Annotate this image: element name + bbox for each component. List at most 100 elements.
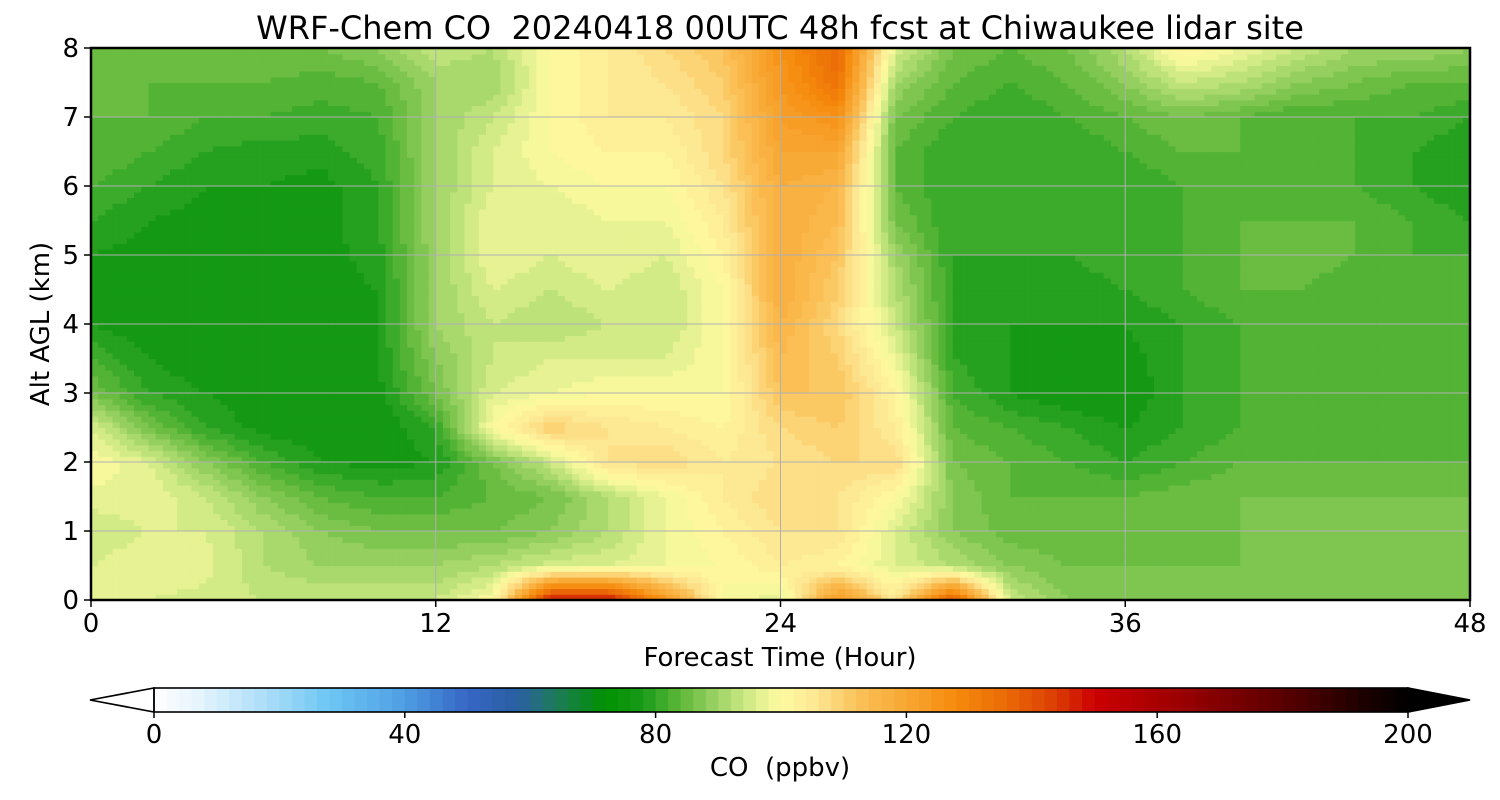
field-cell	[1319, 548, 1327, 555]
field-cell	[105, 525, 114, 532]
field-cell	[1297, 565, 1306, 572]
field-cell	[1039, 536, 1047, 544]
field-cell	[636, 473, 645, 480]
field-cell	[723, 554, 731, 561]
field-cell	[1412, 462, 1421, 469]
field-cell	[543, 490, 552, 498]
field-cell	[457, 456, 466, 463]
field-cell	[220, 554, 229, 561]
field-cell	[328, 519, 336, 526]
field-cell	[241, 554, 250, 561]
field-cell	[938, 594, 947, 601]
field-cell	[1405, 450, 1414, 457]
field-cell	[421, 577, 430, 584]
field-cell	[284, 554, 293, 561]
field-cell	[543, 531, 552, 538]
field-cell	[866, 525, 875, 532]
field-cell	[859, 473, 868, 480]
field-cell	[622, 485, 631, 492]
field-cell	[572, 479, 580, 486]
field-cell	[1189, 450, 1198, 457]
field-cell	[1204, 513, 1213, 521]
field-cell	[701, 525, 710, 532]
field-cell	[1182, 548, 1191, 555]
field-cell	[249, 456, 257, 463]
field-cell	[543, 577, 552, 584]
field-cell	[1067, 548, 1076, 555]
field-cell	[478, 479, 487, 486]
field-cell	[1398, 467, 1406, 475]
field-cell	[974, 467, 983, 475]
field-cell	[830, 502, 839, 509]
field-cell	[98, 565, 106, 572]
field-cell	[478, 508, 487, 515]
field-cell	[450, 559, 458, 567]
field-cell	[1376, 577, 1385, 584]
field-cell	[737, 485, 746, 492]
field-cell	[162, 462, 171, 469]
field-cell	[888, 525, 897, 532]
field-cell	[837, 479, 846, 486]
field-cell	[435, 588, 444, 595]
field-cell	[924, 577, 932, 584]
field-cell	[1326, 571, 1335, 578]
field-cell	[1297, 594, 1306, 601]
field-cell	[1426, 508, 1435, 515]
field-cell	[1031, 467, 1040, 475]
field-cell	[1046, 582, 1055, 590]
field-cell	[916, 519, 925, 526]
field-cell	[715, 594, 724, 601]
field-cell	[277, 588, 286, 595]
field-cell	[1197, 473, 1205, 480]
field-cell	[773, 479, 782, 486]
field-cell	[902, 479, 911, 486]
field-cell	[787, 571, 796, 578]
field-cell	[277, 450, 286, 457]
field-cell	[1434, 588, 1442, 595]
field-cell	[399, 554, 408, 561]
field-cell	[794, 536, 803, 544]
field-cell	[615, 473, 624, 480]
field-cell	[715, 554, 724, 561]
field-cell	[478, 467, 487, 475]
field-cell	[500, 548, 509, 555]
field-cell	[701, 479, 710, 486]
field-cell	[191, 496, 200, 503]
field-cell	[1211, 513, 1220, 521]
field-cell	[1060, 513, 1069, 521]
field-cell	[1017, 559, 1026, 567]
field-cell	[952, 542, 961, 549]
field-cell	[1333, 594, 1342, 601]
field-cell	[600, 571, 609, 578]
field-cell	[1333, 542, 1342, 549]
field-cell	[198, 502, 207, 509]
field-cell	[493, 531, 501, 538]
field-cell	[830, 467, 839, 475]
field-cell	[1297, 467, 1306, 475]
field-cell	[881, 588, 889, 595]
field-cell	[1455, 548, 1464, 555]
field-cell	[579, 559, 588, 567]
field-cell	[1046, 588, 1055, 595]
field-cell	[1053, 479, 1062, 486]
field-cell	[572, 502, 580, 509]
field-cell	[715, 519, 724, 526]
field-cell	[1118, 531, 1126, 538]
field-cell	[1412, 577, 1421, 584]
field-cell	[1369, 548, 1378, 555]
field-cell	[500, 525, 509, 532]
field-cell	[1362, 554, 1371, 561]
field-cell	[751, 548, 760, 555]
field-cell	[995, 502, 1004, 509]
field-cell	[1218, 479, 1227, 486]
field-cell	[557, 462, 566, 469]
field-cell	[995, 548, 1004, 555]
field-cell	[328, 479, 336, 486]
field-cell	[1240, 450, 1248, 457]
field-cell	[1003, 519, 1011, 526]
field-cell	[909, 467, 918, 475]
field-cell	[988, 582, 997, 590]
field-cell	[126, 496, 135, 503]
field-cell	[938, 462, 947, 469]
field-cell	[888, 594, 897, 601]
